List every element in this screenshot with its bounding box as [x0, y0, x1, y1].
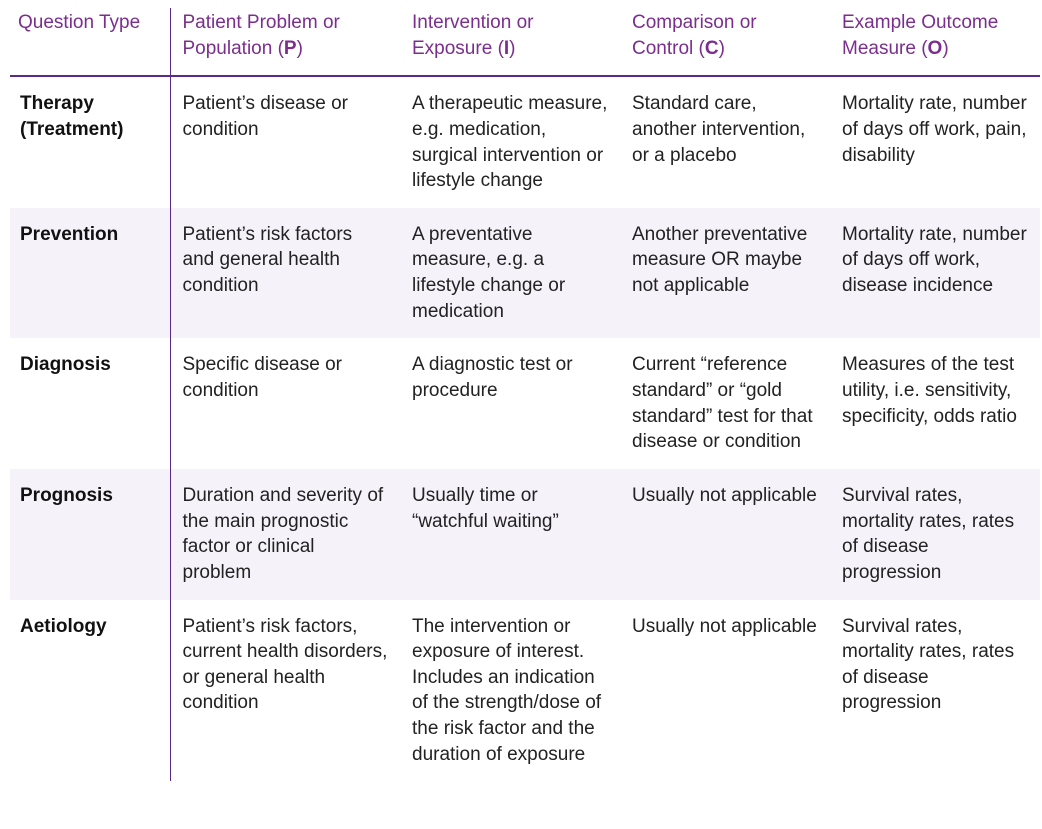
cell-c: Usually not applicable — [620, 469, 830, 600]
cell-question-type: Aetiology — [10, 600, 170, 782]
col-header-letter-wrap: (O) — [921, 38, 948, 59]
cell-question-type: Prognosis — [10, 469, 170, 600]
cell-c: Current “reference standard” or “gold st… — [620, 338, 830, 469]
cell-c: Usually not applicable — [620, 600, 830, 782]
col-header-i: Intervention or Exposure (I) — [400, 8, 620, 76]
table-row: Aetiology Patient’s risk factors, curren… — [10, 600, 1040, 782]
cell-question-type: Therapy (Treatment) — [10, 76, 170, 208]
col-header-label: Patient Problem or Population — [183, 12, 340, 59]
cell-o: Measures of the test utility, i.e. sensi… — [830, 338, 1040, 469]
table-row: Diagnosis Specific disease or condition … — [10, 338, 1040, 469]
cell-o: Mortality rate, number of days off work,… — [830, 76, 1040, 208]
cell-i: Usually time or “watchful waiting” — [400, 469, 620, 600]
cell-i: A therapeutic measure, e.g. medication, … — [400, 76, 620, 208]
col-header-o: Example Outcome Measure (O) — [830, 8, 1040, 76]
cell-question-type: Prevention — [10, 208, 170, 339]
cell-p: Patient’s risk factors and general healt… — [170, 208, 400, 339]
table-header-row: Question Type Patient Problem or Populat… — [10, 8, 1040, 76]
cell-i: A preventative measure, e.g. a lifestyle… — [400, 208, 620, 339]
cell-p: Patient’s risk factors, current health d… — [170, 600, 400, 782]
cell-p: Patient’s disease or condition — [170, 76, 400, 208]
cell-o: Mortality rate, number of days off work,… — [830, 208, 1040, 339]
col-header-letter-wrap: (I) — [498, 38, 516, 59]
cell-c: Standard care, another intervention, or … — [620, 76, 830, 208]
cell-question-type: Diagnosis — [10, 338, 170, 469]
col-header-question-type: Question Type — [10, 8, 170, 76]
cell-i: The intervention or exposure of interest… — [400, 600, 620, 782]
cell-o: Survival rates, mortality rates, rates o… — [830, 600, 1040, 782]
col-header-letter-wrap: (P) — [278, 38, 303, 59]
cell-i: A diagnostic test or procedure — [400, 338, 620, 469]
cell-c: Another preventative measure OR maybe no… — [620, 208, 830, 339]
col-header-letter-wrap: (C) — [699, 38, 725, 59]
col-header-label: Comparison or Control — [632, 12, 757, 59]
col-header-letter: C — [705, 38, 719, 59]
col-header-letter: O — [928, 38, 943, 59]
table-row: Therapy (Treatment) Patient’s disease or… — [10, 76, 1040, 208]
pico-table-container: Question Type Patient Problem or Populat… — [0, 0, 1042, 795]
table-row: Prognosis Duration and severity of the m… — [10, 469, 1040, 600]
col-header-letter: I — [504, 38, 509, 59]
col-header-c: Comparison or Control (C) — [620, 8, 830, 76]
col-header-p: Patient Problem or Population (P) — [170, 8, 400, 76]
col-header-letter: P — [284, 38, 297, 59]
col-header-label: Question Type — [18, 12, 140, 33]
pico-table: Question Type Patient Problem or Populat… — [10, 8, 1040, 781]
table-row: Prevention Patient’s risk factors and ge… — [10, 208, 1040, 339]
cell-p: Specific disease or condition — [170, 338, 400, 469]
cell-o: Survival rates, mortality rates, rates o… — [830, 469, 1040, 600]
cell-p: Duration and severity of the main progno… — [170, 469, 400, 600]
